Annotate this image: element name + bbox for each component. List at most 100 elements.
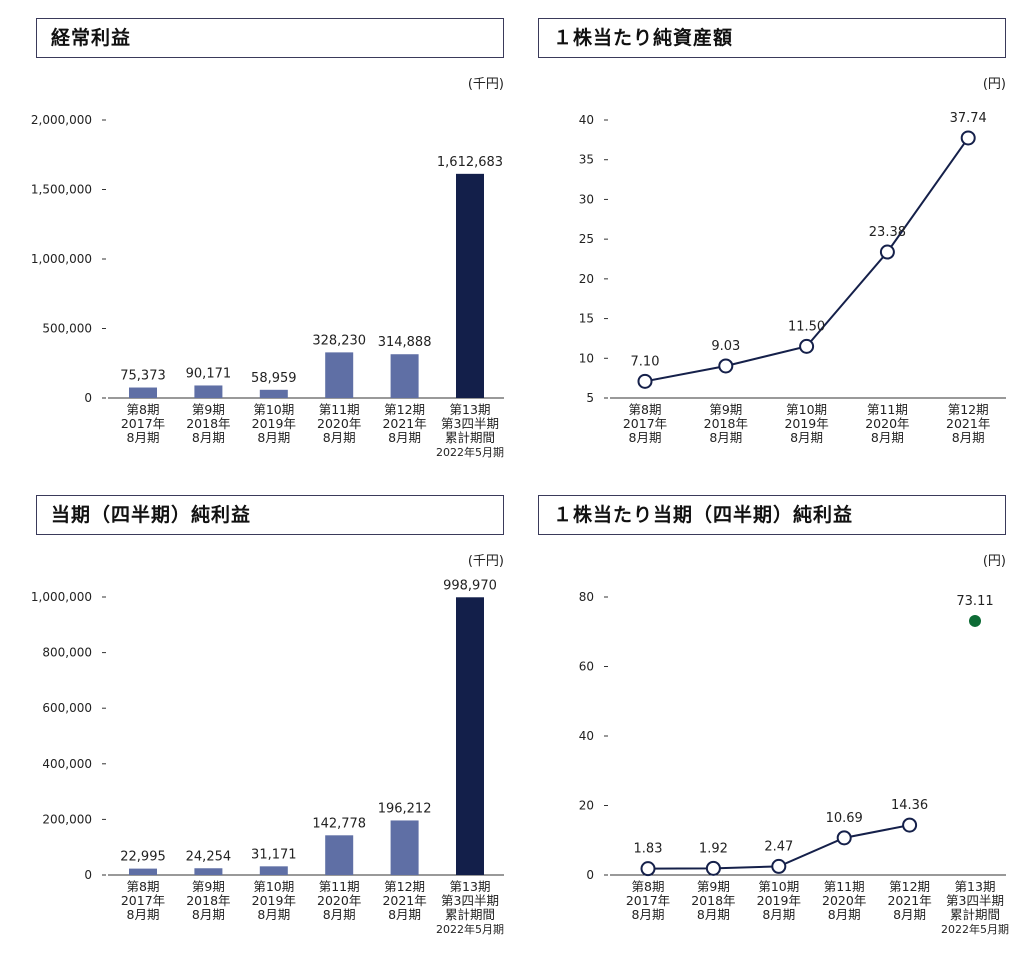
y-tick-label: 2,000,000 bbox=[31, 113, 92, 127]
x-category-line: 2017年 bbox=[623, 416, 667, 431]
x-category-line: 8月期 bbox=[323, 907, 356, 922]
bar bbox=[129, 868, 157, 875]
net-income-chart: (千円) 0 200,000 400,000 600,000 800,000 1,000,0… bbox=[31, 554, 504, 936]
y-tick-label: 200,000 bbox=[42, 812, 92, 826]
data-label: 23.38 bbox=[869, 225, 906, 240]
data-label: 10.69 bbox=[826, 811, 863, 826]
x-category-line: 2017年 bbox=[121, 416, 165, 431]
x-category-label: 第9期 2018年 8月期 bbox=[186, 402, 230, 445]
data-point bbox=[902, 817, 918, 833]
y-tick-label: 5 bbox=[586, 391, 594, 405]
x-category-line: 2020年 bbox=[317, 416, 361, 431]
data-point bbox=[718, 358, 734, 374]
data-label: 7.10 bbox=[631, 354, 660, 369]
y-tick-label: 20 bbox=[579, 799, 594, 813]
data-label: 24,254 bbox=[186, 849, 232, 864]
data-label: 14.36 bbox=[891, 798, 928, 813]
x-category-line: 8月期 bbox=[192, 430, 225, 445]
data-label: 196,212 bbox=[378, 801, 432, 816]
x-category-line: 8月期 bbox=[388, 907, 421, 922]
data-label: 75,373 bbox=[120, 369, 166, 384]
x-category-label: 第13期第3四半期累計期間 2022年5月期 bbox=[436, 402, 504, 459]
x-category-line: 第3四半期 bbox=[441, 893, 499, 908]
x-category-line: 2021年 bbox=[382, 893, 426, 908]
y-tick-label: 30 bbox=[579, 192, 594, 206]
y-tick-label: 1,000,000 bbox=[31, 252, 92, 266]
x-category-label: 第8期 2017年 8月期 bbox=[121, 402, 165, 445]
x-category-line: 2022年5月期 bbox=[436, 922, 504, 936]
bar bbox=[259, 866, 288, 875]
data-label: 2.47 bbox=[764, 839, 793, 854]
y-tick-label: 15 bbox=[579, 312, 594, 326]
unit-label: (千円) bbox=[468, 554, 504, 569]
x-category-label: 第13期第3四半期累計期間 2022年5月期 bbox=[941, 879, 1009, 936]
chart-title: 経常利益 bbox=[36, 18, 504, 58]
x-category-line: 2022年5月期 bbox=[941, 922, 1009, 936]
bar bbox=[325, 352, 354, 398]
x-category-line: 累計期間 bbox=[445, 430, 495, 445]
y-tick-label: 80 bbox=[579, 590, 594, 604]
data-label: 328,230 bbox=[312, 333, 366, 348]
x-category-line: 第8期 bbox=[127, 402, 160, 417]
x-category-line: 第12期 bbox=[384, 402, 425, 417]
x-category-line: 8月期 bbox=[828, 907, 861, 922]
y-tick-label: 600,000 bbox=[42, 701, 92, 715]
data-point bbox=[637, 373, 653, 389]
x-category-label: 第9期 2018年 8月期 bbox=[186, 879, 230, 922]
x-category-line: 2020年 bbox=[822, 893, 866, 908]
x-category-line: 8月期 bbox=[629, 430, 662, 445]
y-tick-label: 1,500,000 bbox=[31, 183, 92, 197]
unit-label: (円) bbox=[983, 554, 1006, 569]
y-tick-label: 800,000 bbox=[42, 646, 92, 660]
x-category-label: 第8期 2017年 8月期 bbox=[623, 402, 667, 445]
panel-net-assets-per-share: １株当たり純資産額 (円) 5 10 15 20 25 30 35 40 第8期 2017年 8月期第… bbox=[538, 18, 1008, 478]
data-point bbox=[640, 861, 656, 877]
x-category-label: 第12期 2021年 8月期 bbox=[887, 879, 931, 922]
data-point bbox=[879, 244, 895, 260]
x-category-line: 8月期 bbox=[632, 907, 665, 922]
x-category-line: 第11期 bbox=[824, 879, 865, 894]
data-label: 1,612,683 bbox=[437, 155, 503, 170]
x-category-label: 第11期 2020年 8月期 bbox=[317, 402, 361, 445]
x-category-line: 8月期 bbox=[952, 430, 985, 445]
data-point bbox=[836, 830, 852, 846]
x-category-line: 2018年 bbox=[186, 893, 230, 908]
bar bbox=[390, 354, 419, 398]
x-category-line: 第12期 bbox=[889, 879, 930, 894]
y-tick-label: 1,000,000 bbox=[31, 590, 92, 604]
x-category-label: 第12期 2021年 8月期 bbox=[946, 402, 990, 445]
x-category-line: 第8期 bbox=[127, 879, 160, 894]
x-category-line: 2021年 bbox=[382, 416, 426, 431]
x-category-line: 8月期 bbox=[257, 430, 290, 445]
x-category-label: 第12期 2021年 8月期 bbox=[382, 402, 426, 445]
chart-title: 当期（四半期）純利益 bbox=[36, 495, 504, 535]
x-category-label: 第11期 2020年 8月期 bbox=[317, 879, 361, 922]
data-label: 9.03 bbox=[711, 339, 740, 354]
x-category-line: 8月期 bbox=[790, 430, 823, 445]
x-category-line: 第11期 bbox=[319, 402, 360, 417]
x-category-line: 第10期 bbox=[253, 879, 294, 894]
x-category-line: 第9期 bbox=[192, 879, 225, 894]
x-category-line: 2017年 bbox=[121, 893, 165, 908]
unit-label: (円) bbox=[983, 77, 1006, 92]
y-tick-label: 20 bbox=[579, 272, 594, 286]
x-category-line: 第9期 bbox=[709, 402, 742, 417]
x-category-line: 累計期間 bbox=[445, 907, 495, 922]
x-category-line: 第9期 bbox=[192, 402, 225, 417]
y-tick-label: 10 bbox=[579, 351, 594, 365]
bar bbox=[129, 387, 157, 398]
x-category-line: 2020年 bbox=[317, 893, 361, 908]
x-category-line: 第8期 bbox=[629, 402, 662, 417]
x-category-label: 第12期 2021年 8月期 bbox=[382, 879, 426, 922]
x-category-label: 第13期第3四半期累計期間 2022年5月期 bbox=[436, 879, 504, 936]
x-category-line: 第10期 bbox=[758, 879, 799, 894]
x-category-line: 2019年 bbox=[252, 416, 296, 431]
x-category-line: 第12期 bbox=[384, 879, 425, 894]
x-category-line: 8月期 bbox=[893, 907, 926, 922]
panel-net-income: 当期（四半期）純利益 (千円) 0 200,000 400,000 600,000 800… bbox=[31, 495, 506, 955]
x-category-line: 2019年 bbox=[784, 416, 828, 431]
x-category-line: 8月期 bbox=[871, 430, 904, 445]
x-category-label: 第11期 2020年 8月期 bbox=[822, 879, 866, 922]
data-label: 314,888 bbox=[378, 335, 432, 350]
